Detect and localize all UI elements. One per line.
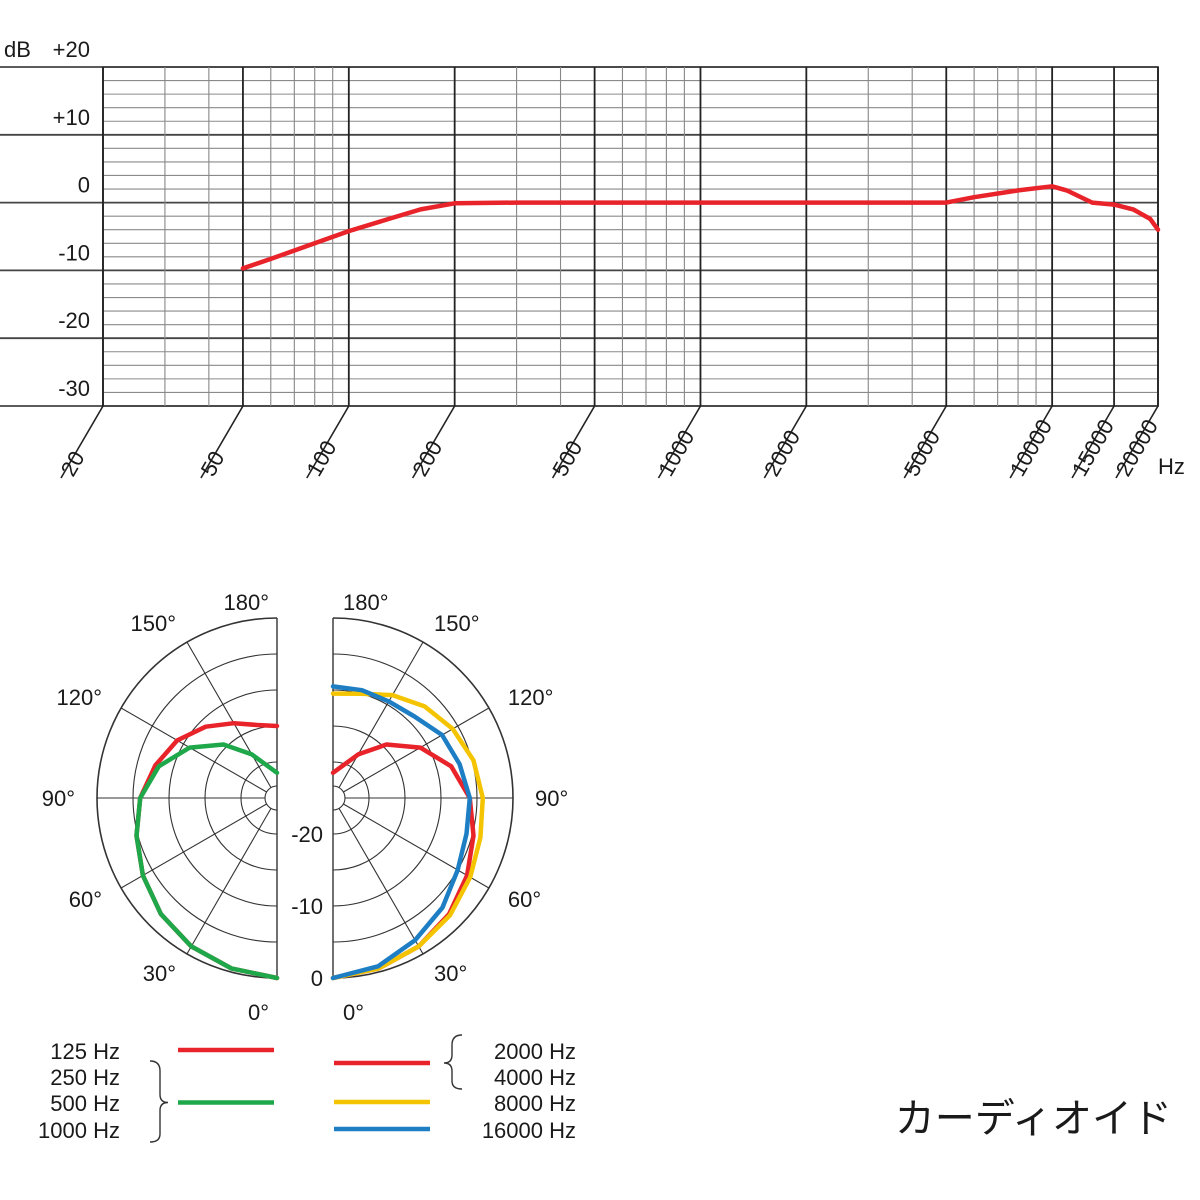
x-tick-label: 10000 bbox=[1005, 415, 1057, 480]
polar-ring bbox=[264, 785, 278, 811]
angle-label-right: 120° bbox=[508, 685, 554, 710]
x-tick-mark bbox=[1115, 405, 1159, 479]
legend-label: 4000 Hz bbox=[494, 1065, 576, 1090]
x-tick-label: 15000 bbox=[1067, 415, 1119, 480]
legend-label: 16000 Hz bbox=[482, 1118, 576, 1143]
polar-line-left bbox=[134, 742, 280, 981]
angle-label-left: 120° bbox=[57, 685, 103, 710]
legend-label: 250 Hz bbox=[50, 1065, 120, 1090]
x-tick-mark bbox=[60, 405, 104, 479]
angle-label-right: 150° bbox=[434, 611, 480, 636]
angle-label-right: 0° bbox=[343, 1000, 364, 1025]
y-tick-label: -20 bbox=[58, 308, 90, 333]
angle-label-left: 150° bbox=[130, 611, 176, 636]
polar-spoke bbox=[343, 803, 490, 889]
legend-label: 500 Hz bbox=[50, 1091, 120, 1116]
angle-label-right: 30° bbox=[434, 961, 467, 986]
x-tick-mark bbox=[200, 405, 244, 479]
legend-brace bbox=[443, 1034, 463, 1090]
x-tick-mark bbox=[306, 405, 350, 479]
x-tick-label: 100 bbox=[301, 436, 341, 480]
frequency-series bbox=[240, 184, 1161, 271]
polar-spoke bbox=[120, 803, 267, 889]
polar-spoke bbox=[343, 707, 490, 793]
radial-label: -20 bbox=[291, 822, 323, 847]
legend-label: 1000 Hz bbox=[38, 1118, 120, 1143]
angle-label-left: 30° bbox=[143, 961, 176, 986]
x-tick-mark bbox=[551, 405, 596, 479]
x-tick-label: 200 bbox=[407, 436, 447, 480]
y-tick-label: +10 bbox=[53, 105, 90, 130]
polar-spoke bbox=[120, 707, 267, 793]
y-axis-label: dB bbox=[4, 37, 31, 62]
x-tick-label: 1000 bbox=[653, 426, 699, 481]
frequency-grid bbox=[0, 66, 1159, 407]
legend-brace bbox=[149, 1060, 169, 1143]
legend-label: 2000 Hz bbox=[494, 1039, 576, 1064]
radial-label: 0 bbox=[311, 966, 323, 991]
polar-spoke bbox=[186, 641, 272, 788]
x-tick-label: 50 bbox=[196, 447, 230, 481]
polar-spoke bbox=[338, 641, 424, 788]
y-tick-label: -10 bbox=[58, 240, 90, 265]
legend-label: 8000 Hz bbox=[494, 1091, 576, 1116]
legend-label: 125 Hz bbox=[50, 1039, 120, 1064]
polar-spoke bbox=[186, 808, 272, 955]
angle-label-left: 90° bbox=[42, 786, 75, 811]
radial-label: -10 bbox=[291, 894, 323, 919]
angle-label-left: 60° bbox=[69, 887, 102, 912]
polar-ring bbox=[332, 785, 346, 811]
polar-grid bbox=[96, 617, 514, 979]
y-tick-label: -30 bbox=[58, 376, 90, 401]
x-tick-mark bbox=[903, 405, 947, 479]
polar-labels: 180° 180° 150° 150° 120° 120° 90° 90° 60° 60° 30° 3… bbox=[42, 590, 569, 1025]
angle-label-left: 0° bbox=[248, 1000, 269, 1025]
polar-line-right bbox=[330, 691, 486, 981]
pattern-title: カーディオイド bbox=[895, 1096, 1172, 1142]
y-tick-label: +20 bbox=[53, 37, 90, 62]
x-tick-mark bbox=[763, 405, 808, 479]
angle-label-right: 90° bbox=[535, 786, 568, 811]
x-tick-label: 2000 bbox=[759, 426, 805, 481]
x-tick-mark bbox=[657, 405, 702, 479]
polar-line-right bbox=[330, 684, 473, 981]
x-tick-label: 20 bbox=[56, 447, 90, 481]
angle-label-right: 180° bbox=[343, 590, 389, 615]
plot-frame bbox=[102, 66, 1159, 407]
x-tick-label: 5000 bbox=[899, 426, 945, 481]
x-tick-label: 500 bbox=[547, 436, 587, 480]
frequency-response-line bbox=[240, 184, 1161, 271]
x-tick-mark bbox=[411, 405, 456, 479]
y-tick-label: 0 bbox=[78, 173, 90, 198]
angle-label-left: 180° bbox=[223, 590, 269, 615]
x-tick-label: 20000 bbox=[1111, 415, 1163, 480]
x-tick-mark bbox=[1071, 405, 1115, 479]
angle-label-right: 60° bbox=[508, 887, 541, 912]
polar-series bbox=[134, 684, 486, 981]
x-axis-label: Hz bbox=[1158, 454, 1185, 479]
x-tick-mark bbox=[1009, 405, 1053, 479]
polar-spoke bbox=[338, 808, 424, 955]
